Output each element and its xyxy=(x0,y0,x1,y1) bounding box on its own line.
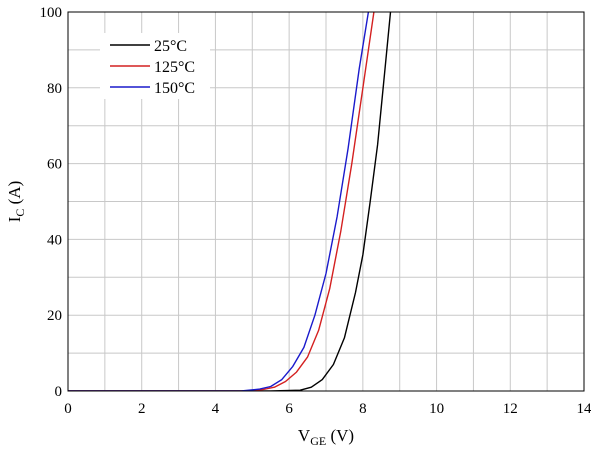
y-axis-title: IC (A) xyxy=(5,181,27,223)
y-tick-label: 80 xyxy=(47,81,62,97)
y-tick-label: 100 xyxy=(40,5,63,21)
series-line-2 xyxy=(68,12,370,391)
y-axis-title-sub: C xyxy=(13,209,27,217)
x-tick-label: 14 xyxy=(577,401,591,417)
x-tick-label: 4 xyxy=(212,401,220,417)
y-tick-label: 40 xyxy=(47,232,62,248)
y-tick-label: 0 xyxy=(55,384,63,400)
x-axis-title-sub: GE xyxy=(310,434,326,448)
x-axis-title: VGE (V) xyxy=(298,426,354,448)
x-tick-label: 2 xyxy=(138,401,146,417)
x-axis-title-unit: (V) xyxy=(326,426,354,445)
tick-labels: 0 2 4 6 8 10 12 14 0 20 40 60 80 100 xyxy=(40,5,591,417)
y-tick-label: 20 xyxy=(47,308,62,324)
x-tick-label: 10 xyxy=(429,401,444,417)
x-tick-label: 12 xyxy=(503,401,518,417)
legend-label-125c: 125°C xyxy=(154,59,195,76)
x-tick-label: 8 xyxy=(359,401,367,417)
grid-lines xyxy=(68,12,584,391)
plot-frame xyxy=(67,11,585,392)
y-axis-title-unit: (A) xyxy=(5,181,24,209)
legend-label-150c: 150°C xyxy=(154,80,195,97)
legend-entry-25c: 25°C xyxy=(110,38,187,55)
legend-label-25c: 25°C xyxy=(154,38,187,55)
legend-entry-125c: 125°C xyxy=(110,59,195,76)
series-line-0 xyxy=(68,12,392,391)
legend: 25°C 125°C 150°C xyxy=(100,33,210,99)
x-tick-label: 0 xyxy=(64,401,72,417)
x-tick-label: 6 xyxy=(285,401,293,417)
legend-entry-150c: 150°C xyxy=(110,80,195,97)
series-layer xyxy=(68,12,392,391)
x-axis-title-main: V xyxy=(298,426,311,445)
series-line-1 xyxy=(68,12,375,391)
y-tick-label: 60 xyxy=(47,157,62,173)
y-axis-title-main: I xyxy=(5,216,24,222)
